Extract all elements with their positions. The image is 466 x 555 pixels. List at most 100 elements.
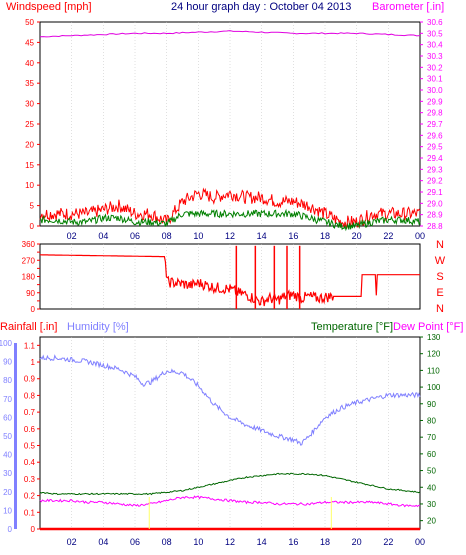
climate-hour-label-04: 04 [98,537,108,547]
baro-ytick-label-29.8: 29.8 [427,109,443,118]
dir-ytick-label-90: 90 [26,289,35,298]
humidity-tick-label-70: 70 [3,395,12,404]
temp-tick-label-30: 30 [427,500,436,509]
temp-tick-label-80: 80 [427,416,436,425]
climate-hour-label-18: 18 [320,537,330,547]
baro-ytick-label-28.8: 28.8 [427,222,443,231]
baro-ytick-label-29.9: 29.9 [427,97,443,106]
wind-hour-label-14: 14 [257,231,267,241]
baro-ytick-label-29.3: 29.3 [427,165,443,174]
series-gust [39,208,421,232]
humidity-tick-label-10: 10 [3,506,12,515]
series-wind-direction [40,254,420,307]
temp-tick-label-40: 40 [427,483,436,492]
humidity-tick-label-50: 50 [3,432,12,441]
rain-tick-label-0.2: 0.2 [24,492,36,501]
rain-tick-label-0.6: 0.6 [24,425,36,434]
compass-label-w-1: W [435,255,446,267]
compass-label-s-2: S [436,271,443,283]
temp-tick-label-90: 90 [427,400,436,409]
wind-hour-label-20: 20 [352,231,362,241]
climate-hour-label-10: 10 [193,537,203,547]
baro-ytick-label-30.4: 30.4 [427,41,443,50]
wind-hour-label-04: 04 [98,231,108,241]
dir-ytick-label-270: 270 [22,256,36,265]
climate-hour-label-06: 06 [130,537,140,547]
rain-tick-label-0: 0 [31,525,36,534]
baro-ytick-label-30.5: 30.5 [427,29,443,38]
wind-hour-label-12: 12 [225,231,235,241]
baro-ytick-label-29.2: 29.2 [427,177,443,186]
humidity-tick-label-0: 0 [8,525,13,534]
compass-label-e-3: E [436,287,443,299]
baro-ytick-label-29.1: 29.1 [427,188,443,197]
temp-tick-label-70: 70 [427,433,436,442]
humidity-tick-label-60: 60 [3,413,12,422]
wind-ytick-label-0: 0 [30,222,35,231]
rain-tick-label-1: 1 [31,358,36,367]
baro-ytick-label-30.2: 30.2 [427,63,443,72]
series-barometer [39,30,421,38]
temp-tick-label-100: 100 [427,383,441,392]
humidity-tick-label-40: 40 [3,451,12,460]
baro-ytick-label-29.7: 29.7 [427,120,443,129]
humidity-axis-bar [14,343,17,529]
wind-hour-label-00: 00 [415,231,425,241]
temp-tick-label-110: 110 [427,366,440,375]
series-windspeed [39,187,421,229]
humidity-label: Humidity [%] [67,321,129,333]
wind-ytick-label-10: 10 [25,181,34,190]
temp-tick-label-130: 130 [427,333,441,342]
series-humidity [39,354,421,446]
dir-ytick-label-180: 180 [22,273,36,282]
dewpoint-label: Dew Point [°F] [393,321,463,333]
rain-tick-label-0.3: 0.3 [24,475,36,484]
wind-ytick-label-25: 25 [25,120,34,129]
wind-hour-label-16: 16 [288,231,298,241]
humidity-tick-label-90: 90 [3,358,12,367]
rain-tick-label-0.8: 0.8 [24,391,36,400]
wind-hour-label-18: 18 [320,231,330,241]
climate-hour-label-14: 14 [257,537,267,547]
wind-ytick-label-15: 15 [25,161,34,170]
chart-title: 24 hour graph day : October 04 2013 [171,1,351,13]
climate-hour-label-16: 16 [288,537,298,547]
baro-ytick-label-29.4: 29.4 [427,154,443,163]
baro-ytick-label-30.3: 30.3 [427,52,443,61]
humidity-tick-label-30: 30 [3,469,12,478]
dir-ytick-label-360: 360 [22,240,36,249]
baro-ytick-label-29.5: 29.5 [427,143,443,152]
temp-tick-label-50: 50 [427,467,436,476]
wind-ytick-label-50: 50 [25,18,34,27]
climate-hour-label-12: 12 [225,537,235,547]
wind-ytick-label-30: 30 [25,100,34,109]
climate-hour-label-22: 22 [383,537,393,547]
baro-ytick-label-30.0: 30.0 [427,86,443,95]
baro-ytick-label-30.6: 30.6 [427,18,443,27]
climate-hour-label-00: 00 [415,537,425,547]
climate-hour-label-02: 02 [67,537,77,547]
windspeed-title: Windspeed [mph] [6,1,92,13]
climate-hour-label-20: 20 [352,537,362,547]
rain-tick-label-0.1: 0.1 [24,508,36,517]
temp-tick-label-120: 120 [427,350,441,359]
temperature-label: Temperature [°F] [311,321,393,333]
wind-hour-label-10: 10 [193,231,203,241]
rain-tick-label-0.5: 0.5 [24,442,36,451]
dir-ytick-label-0: 0 [31,305,36,314]
barometer-title: Barometer [.in] [372,1,444,13]
wind-hour-label-22: 22 [383,231,393,241]
baro-ytick-label-29.6: 29.6 [427,131,443,140]
humidity-tick-label-100: 100 [0,339,13,348]
wind-hour-label-08: 08 [162,231,172,241]
humidity-tick-label-80: 80 [3,376,12,385]
rain-tick-label-1.1: 1.1 [24,341,36,350]
wind-hour-label-06: 06 [130,231,140,241]
compass-label-n-4: N [436,303,444,315]
compass-label-n-0: N [436,239,444,251]
wind-ytick-label-5: 5 [30,202,35,211]
wind-ytick-label-35: 35 [25,79,34,88]
rain-tick-label-0.7: 0.7 [24,408,36,417]
wind-ytick-label-40: 40 [25,59,34,68]
